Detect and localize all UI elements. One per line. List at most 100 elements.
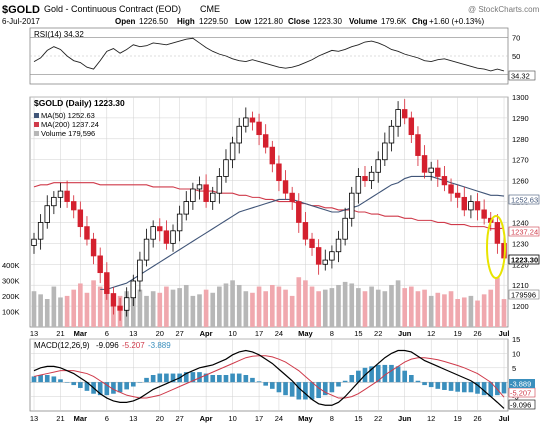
volume-bar bbox=[170, 289, 176, 327]
legend-ma200-swatch bbox=[34, 122, 39, 127]
volume-bar bbox=[84, 292, 90, 327]
macd-histogram-bar bbox=[117, 382, 123, 393]
x-axis-label: 15 bbox=[354, 329, 362, 338]
macd-histogram-bar bbox=[130, 382, 136, 387]
macd-label: MACD(12,26,9) bbox=[34, 341, 90, 350]
volume-bar bbox=[362, 291, 368, 327]
legend-ma50: MA(50) 1252.63 bbox=[41, 111, 95, 120]
macd-tick-label: 15 bbox=[512, 335, 520, 344]
candle-body bbox=[448, 184, 454, 194]
volume-bar bbox=[369, 286, 374, 327]
candle-body bbox=[130, 280, 137, 299]
x-axis-label: 24 bbox=[275, 414, 283, 423]
candle-body bbox=[454, 192, 461, 198]
volume-bar bbox=[481, 294, 487, 327]
volume-bar bbox=[316, 291, 321, 327]
volume-bar bbox=[501, 299, 507, 327]
volume-bar bbox=[448, 291, 454, 327]
candle-body bbox=[90, 238, 97, 257]
x-axis-label: 12 bbox=[427, 414, 435, 423]
x-axis-label: 13 bbox=[30, 329, 38, 338]
price-title: $GOLD (Daily) 1223.30 bbox=[34, 98, 125, 108]
volume-bar bbox=[97, 286, 103, 327]
macd-histogram-bar bbox=[501, 382, 507, 394]
ma200-last-value: 1237.24 bbox=[511, 228, 538, 237]
candle-body bbox=[468, 201, 474, 211]
macd-histogram-bar bbox=[455, 382, 460, 392]
volume-bar bbox=[38, 294, 43, 327]
close-label: Close bbox=[288, 17, 310, 26]
macd-histogram-bar bbox=[303, 382, 308, 400]
price-tick-label: 1270 bbox=[512, 156, 529, 165]
header-date: 6-Jul-2017 bbox=[2, 17, 40, 26]
macd-histogram-bar bbox=[342, 380, 348, 383]
rsi-panel bbox=[29, 27, 509, 85]
x-axis-label: May bbox=[298, 414, 313, 423]
macd-histogram-bar bbox=[263, 382, 269, 386]
volume-bar bbox=[223, 283, 229, 327]
macd-signal-last-value: -5.207 bbox=[510, 389, 531, 398]
macd-histogram-bar bbox=[382, 364, 388, 383]
candle-body bbox=[216, 176, 223, 194]
macd-histogram-bar bbox=[442, 382, 447, 390]
macd-hist-last-box bbox=[509, 379, 535, 388]
x-axis-label: 17 bbox=[255, 414, 263, 423]
macd-histogram-bar bbox=[448, 382, 454, 391]
macd-histogram-bar bbox=[269, 382, 275, 389]
candle-body bbox=[481, 209, 487, 219]
volume-bar bbox=[150, 291, 156, 327]
candle-body bbox=[137, 259, 143, 282]
candle-body bbox=[44, 205, 50, 223]
candle-body bbox=[183, 201, 189, 215]
volume-tick-label: 400K bbox=[2, 261, 20, 270]
x-axis-label: 22 bbox=[374, 329, 382, 338]
macd-histogram-bar bbox=[283, 382, 288, 396]
low-label: Low bbox=[235, 17, 252, 26]
macd-histogram-bar bbox=[217, 375, 222, 383]
volume-bar bbox=[309, 286, 315, 327]
close-value: 1223.30 bbox=[313, 17, 342, 26]
macd-histogram-bar bbox=[64, 382, 70, 383]
volume-bar bbox=[104, 288, 110, 327]
rsi-tick-label: 50 bbox=[512, 52, 520, 61]
macd-histogram-bar bbox=[329, 382, 335, 393]
candle-body bbox=[382, 142, 388, 161]
volume-bar bbox=[349, 283, 355, 327]
candle-body bbox=[64, 190, 70, 202]
volume-bar bbox=[44, 299, 50, 327]
candle-body bbox=[289, 192, 295, 202]
x-axis-label: 21 bbox=[56, 329, 64, 338]
price-tick-label: 1290 bbox=[512, 114, 529, 123]
price-tick-label: 1230 bbox=[512, 239, 529, 248]
volume-bar bbox=[336, 285, 341, 327]
candle-body bbox=[355, 176, 362, 194]
candle-body bbox=[368, 171, 375, 182]
candle-body bbox=[31, 238, 37, 246]
macd-histogram-bar bbox=[124, 382, 129, 390]
candle-body bbox=[37, 222, 44, 240]
volume-bar bbox=[31, 291, 37, 327]
candle-body bbox=[223, 159, 229, 177]
candle-body bbox=[329, 251, 335, 261]
macd-histogram-bar bbox=[203, 373, 209, 383]
volume-bar bbox=[461, 297, 467, 327]
volume-bar bbox=[375, 289, 381, 327]
candle-body bbox=[415, 134, 421, 156]
candle-body bbox=[249, 117, 256, 123]
volume-bar bbox=[356, 288, 361, 327]
x-axis-label: 19 bbox=[453, 414, 461, 423]
candle-body bbox=[143, 238, 150, 261]
close-last-box bbox=[508, 254, 540, 265]
x-axis-label: Jul bbox=[499, 414, 510, 423]
chg-value: +1.60 (+0.13%) bbox=[429, 17, 484, 26]
macd-histogram-bar bbox=[58, 379, 63, 383]
x-axis-label: 26 bbox=[473, 329, 481, 338]
volume-bar bbox=[422, 289, 427, 327]
macd-histogram-bar bbox=[183, 372, 189, 383]
macd-histogram-bar bbox=[369, 366, 374, 383]
candle-body bbox=[401, 109, 408, 119]
volume-label: Volume bbox=[349, 17, 378, 26]
volume-bar bbox=[415, 291, 421, 327]
volume-bar bbox=[250, 292, 255, 327]
